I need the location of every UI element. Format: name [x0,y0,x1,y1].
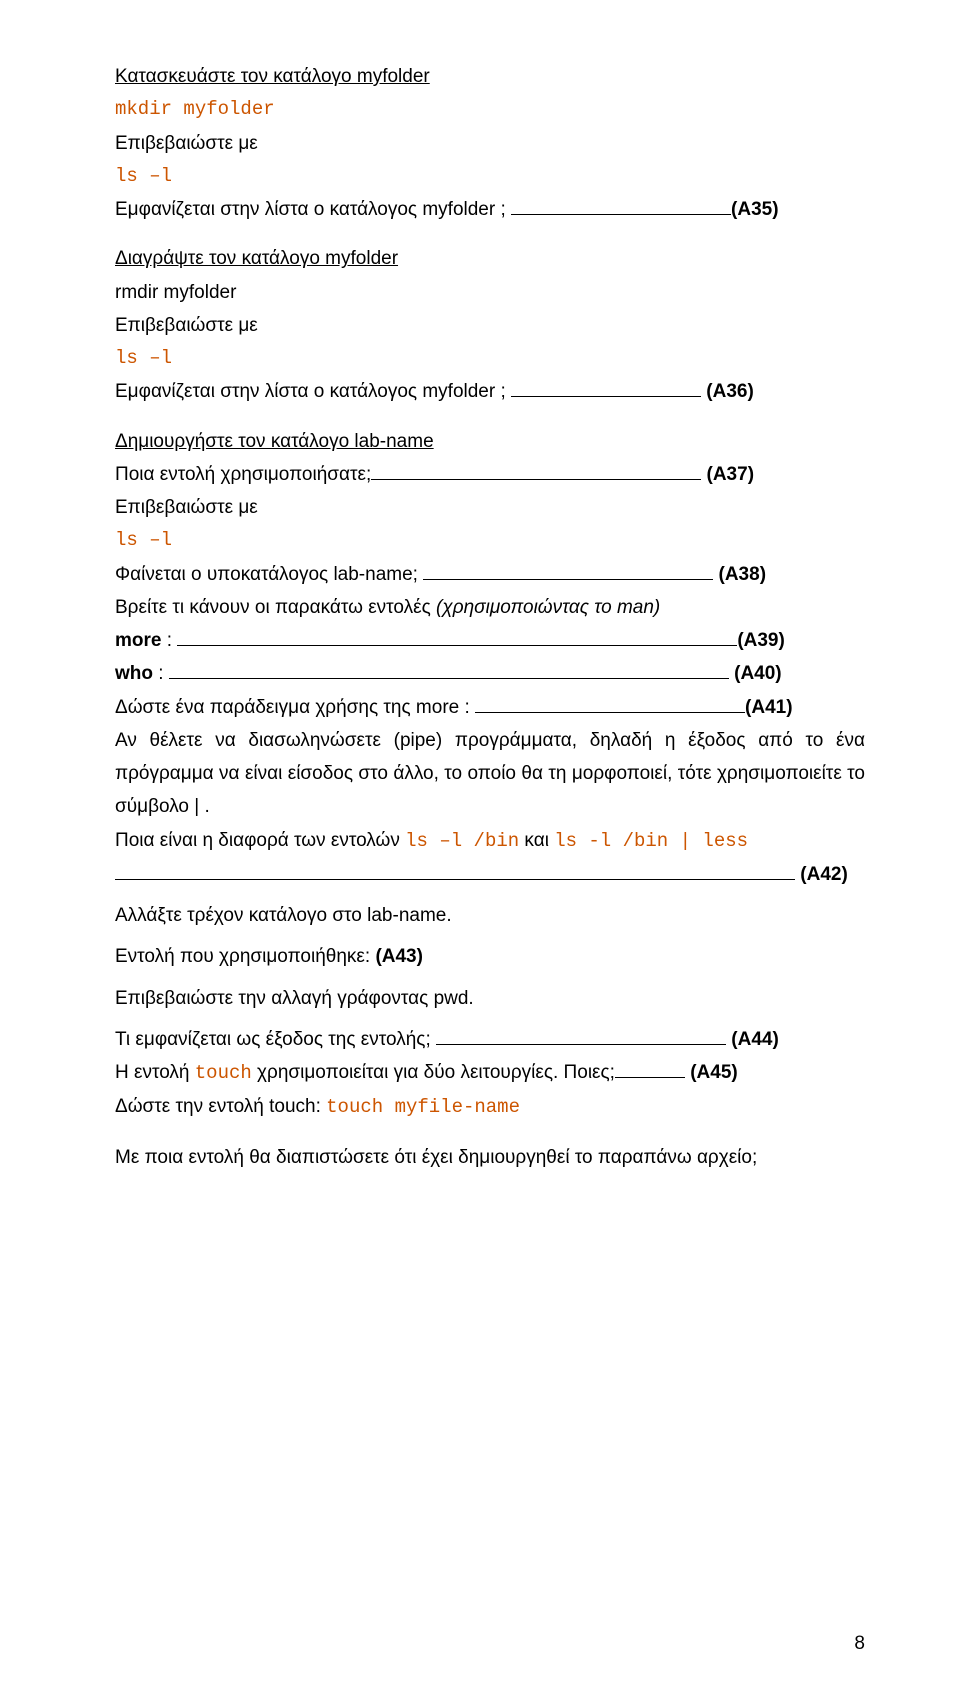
blank-a37 [371,460,701,480]
code-ls1: ls –l [115,160,865,193]
question-a42-cmd: Ποια είναι η διαφορά των εντολών ls –l /… [115,824,865,858]
q-a42-text1: Ποια είναι η διαφορά των εντολών [115,830,405,851]
label-a39: (A39) [737,630,785,651]
question-a36: Εμφανίζεται στην λίστα ο κατάλογος myfol… [115,375,865,408]
cmd-who: who [115,663,153,684]
q-a41-text: Δώστε ένα παράδειγμα χρήσης της more : [115,697,475,718]
label-a38: (A38) [713,564,766,585]
code-ls2: ls –l [115,342,865,375]
question-a43: Eντολή που χρησιμοποιήθηκε: (A43) [115,940,865,973]
q-a44-text: Τι εμφανίζεται ως έξοδος της εντολής; [115,1029,436,1050]
cmd-more: more [115,630,161,651]
code-ls3: ls –l [115,524,865,557]
question-a45: Η εντολή touch χρησιμοποιείται για δύο λ… [115,1056,865,1090]
label-a36: (A36) [701,381,754,402]
blank-a41 [475,693,745,713]
label-a37: (A37) [701,464,754,485]
question-a41: Δώστε ένα παράδειγμα χρήσης της more : (… [115,691,865,724]
q-a45-text2: χρησιμοποιείται για δύο λειτουργίες. Ποι… [252,1062,615,1083]
q-a42-and: και [519,830,554,851]
label-a35: (A35) [731,199,779,220]
code-mkdir: mkdir myfolder [115,93,865,126]
label-a44: (A44) [726,1029,779,1050]
q-a38-text: Φαίνεται ο υποκατάλογος lab-name; [115,564,423,585]
text-confirm3: Επιβεβαιώστε με [115,491,865,524]
blank-a44 [436,1025,726,1045]
blank-a38 [423,560,713,580]
question-a38: Φαίνεται ο υποκατάλογος lab-name; (A38) [115,558,865,591]
find-cmds-text: Βρείτε τι κάνουν οι παρακάτω εντολές [115,597,436,618]
code-touch: touch [195,1062,252,1084]
question-a35: Εμφανίζεται στην λίστα ο κατάλογος myfol… [115,193,865,226]
q-a37-text: Ποια εντολή χρησιμοποιήσατε; [115,464,371,485]
blank-a39 [177,626,737,646]
code-ls-bin-less: ls -l /bin | less [554,830,748,852]
text-touch-cmd: Δώστε την εντολή touch: touch myfile-nam… [115,1090,865,1124]
question-a37: Ποια εντολή χρησιμοποιήσατε; (A37) [115,458,865,491]
code-ls-bin: ls –l /bin [405,830,519,852]
text-rmdir: rmdir myfolder [115,276,865,309]
touch-label: Δώστε την εντολή touch: [115,1096,326,1117]
question-a39: more : (A39) [115,624,865,657]
page-number: 8 [854,1633,865,1655]
label-a45: (A45) [685,1062,738,1083]
blank-a42 [115,860,795,880]
text-confirm1: Επιβεβαιώστε με [115,127,865,160]
blank-a45 [615,1058,685,1078]
heading-create-labname: Δημιουργήστε τον κατάλογο lab-name [115,425,865,458]
question-a40: who : (A40) [115,657,865,690]
blank-a40 [169,659,729,679]
q-a43-text: Eντολή που χρησιμοποιήθηκε: [115,946,375,967]
document-page: Κατασκευάστε τον κατάλογο myfolder mkdir… [0,0,960,1685]
heading-delete-folder: Διαγράψτε τον κατάλογο myfolder [115,242,865,275]
label-a43: (A43) [375,946,423,967]
text-final-question: Με ποια εντολή θα διαπιστώσετε ότι έχει … [115,1141,865,1174]
colon-who: : [153,663,169,684]
text-confirm-pwd: Επιβεβαιώστε την αλλαγή γράφοντας pwd. [115,982,865,1015]
question-a44: Τι εμφανίζεται ως έξοδος της εντολής; (A… [115,1023,865,1056]
text-confirm2: Επιβεβαιώστε με [115,309,865,342]
text-change-dir: Αλλάξτε τρέχον κατάλογο στο lab-name. [115,899,865,932]
q-a45-text1: Η εντολή [115,1062,195,1083]
blank-a35 [511,195,731,215]
blank-a36 [511,377,701,397]
text-find-commands: Βρείτε τι κάνουν οι παρακάτω εντολές (χρ… [115,591,865,624]
label-a41: (A41) [745,697,793,718]
paragraph-pipe: Αν θέλετε να διασωληνώσετε (pipe) προγρά… [115,724,865,824]
label-a42: (A42) [795,864,848,885]
label-a40: (A40) [729,663,782,684]
q-a36-text: Εμφανίζεται στην λίστα ο κατάλογος myfol… [115,381,511,402]
heading-create-folder: Κατασκευάστε τον κατάλογο myfolder [115,60,865,93]
code-touch-myfile: touch myfile-name [326,1096,520,1118]
find-cmds-italic: (χρησιμοποιώντας το man) [436,597,660,618]
colon-more: : [161,630,177,651]
question-a42-blank: (A42) [115,858,865,891]
q-a35-text: Εμφανίζεται στην λίστα ο κατάλογος myfol… [115,199,511,220]
